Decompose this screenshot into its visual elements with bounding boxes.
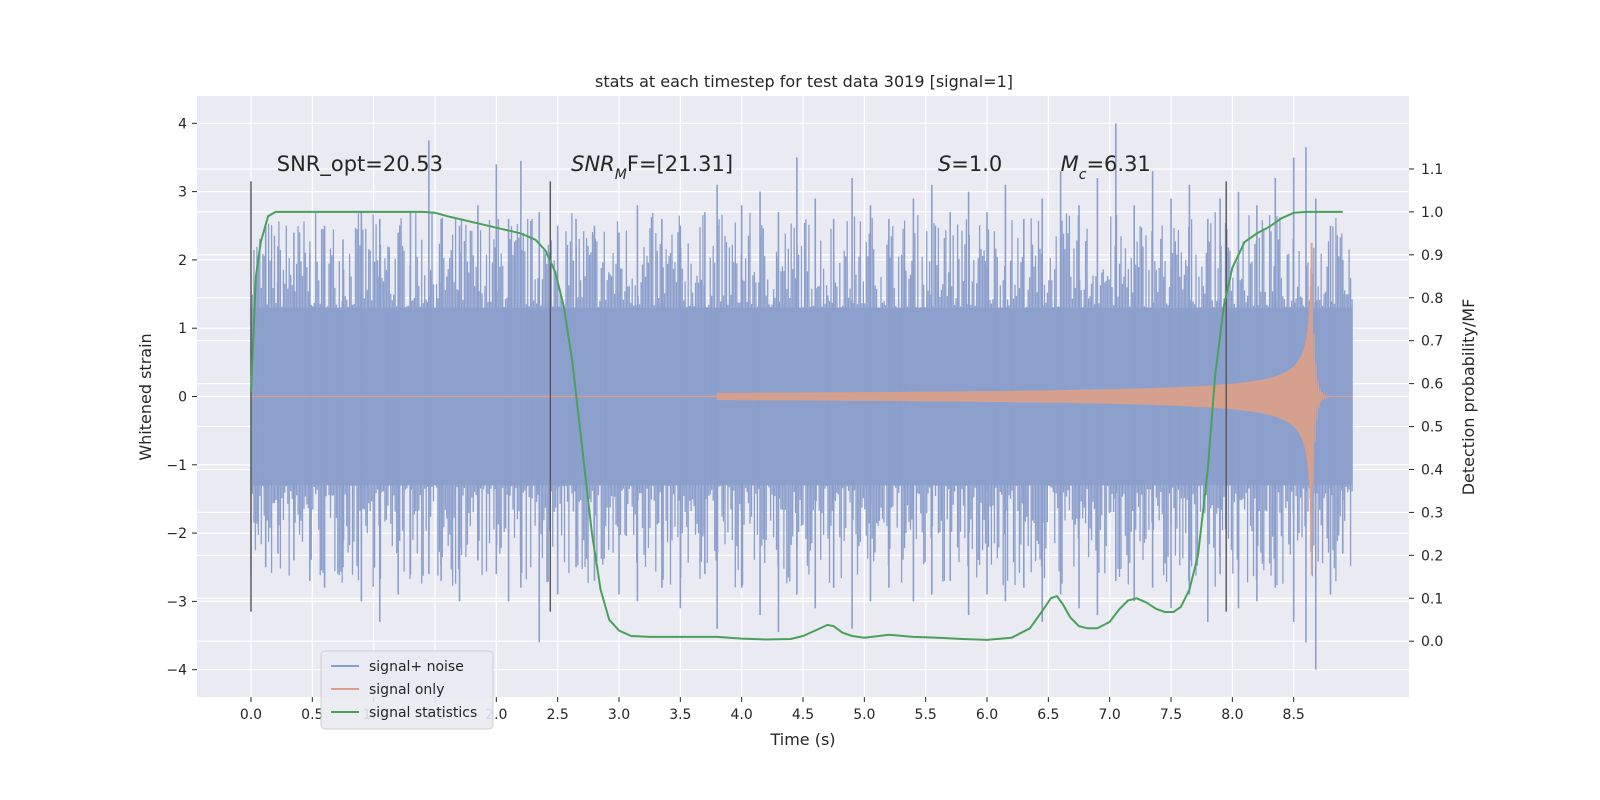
legend: signal+ noise signal only signal statistic… (320, 650, 494, 730)
x-tick-label: 0.0 (240, 707, 262, 723)
y-tick-label: −2 (166, 526, 187, 542)
y2-tick-label: 0.7 (1421, 334, 1443, 350)
x-tick-label: 4.0 (731, 707, 753, 723)
signal-chirp-trace (716, 242, 1353, 575)
x-tick-label: 6.0 (976, 707, 998, 723)
x-axis-label: Time (s) (769, 730, 835, 749)
y2-tick-label: 0.9 (1421, 248, 1443, 264)
x-tick-label: 3.5 (669, 707, 691, 723)
x-tick-label: 3.0 (608, 707, 630, 723)
y2-axis-ticks: 0.0 0.1 0.2 0.3 0.4 0.5 0.6 0.7 0.8 0.9 1.0 1.1 (1409, 162, 1443, 650)
y2-tick-label: 1.1 (1421, 162, 1443, 178)
y2-tick-label: 0.5 (1421, 420, 1443, 436)
x-tick-label: 8.5 (1283, 707, 1305, 723)
y-tick-label: −1 (166, 458, 187, 474)
y2-tick-label: 1.0 (1421, 205, 1443, 221)
series-signal-only (250, 242, 1353, 575)
x-tick-label: 2.5 (547, 707, 569, 723)
annotation-snr-opt: SNR_opt=20.53 (277, 152, 443, 177)
x-tick-label: 4.5 (792, 707, 814, 723)
x-tick-label: 5.5 (915, 707, 937, 723)
legend-label: signal only (369, 682, 444, 698)
y2-tick-label: 0.8 (1421, 291, 1443, 307)
y-tick-label: 1 (178, 321, 187, 337)
y2-tick-label: 0.0 (1421, 634, 1443, 650)
signal-statistics-line (250, 210, 1343, 641)
y-tick-label: 0 (178, 390, 187, 406)
x-tick-label: 8.0 (1221, 707, 1243, 723)
legend-label: signal statistics (369, 705, 477, 721)
annotation-snr-mf: SNRMF=[21.31] (571, 152, 733, 183)
x-tick-label: 0.5 (301, 707, 323, 723)
annotation-s-value: S=1.0 (938, 152, 1002, 176)
y2-tick-label: 0.4 (1421, 462, 1443, 478)
chart-title: stats at each timestep for test data 301… (595, 72, 1013, 91)
y-tick-label: 2 (178, 253, 187, 269)
x-tick-label: 5.0 (853, 707, 875, 723)
series-signal-statistics (250, 210, 1343, 641)
y-axis-label: Whitened strain (136, 333, 155, 460)
y-axis-ticks: −4 −3 −2 −1 0 1 2 3 4 (166, 116, 197, 679)
y2-axis-label: Detection probability/MF (1459, 299, 1478, 496)
legend-label: signal+ noise (369, 659, 464, 675)
y2-tick-label: 0.2 (1421, 548, 1443, 564)
annotation-chirp-mass: Mc=6.31 (1061, 152, 1151, 183)
x-tick-label: 7.0 (1099, 707, 1121, 723)
y-tick-label: −4 (166, 663, 187, 679)
x-tick-label: 7.5 (1160, 707, 1182, 723)
x-tick-label: 6.5 (1037, 707, 1059, 723)
y2-tick-label: 0.1 (1421, 591, 1443, 607)
y2-tick-label: 0.3 (1421, 505, 1443, 521)
y-tick-label: −3 (166, 594, 187, 610)
annotations: SNR_opt=20.53 SNRMF=[21.31] S=1.0 Mc=6.31 (277, 152, 1151, 183)
vertical-markers (250, 181, 1227, 612)
y-tick-label: 4 (178, 116, 187, 132)
legend-box (320, 650, 494, 730)
y2-tick-label: 0.6 (1421, 377, 1443, 393)
y-tick-label: 3 (178, 185, 187, 201)
